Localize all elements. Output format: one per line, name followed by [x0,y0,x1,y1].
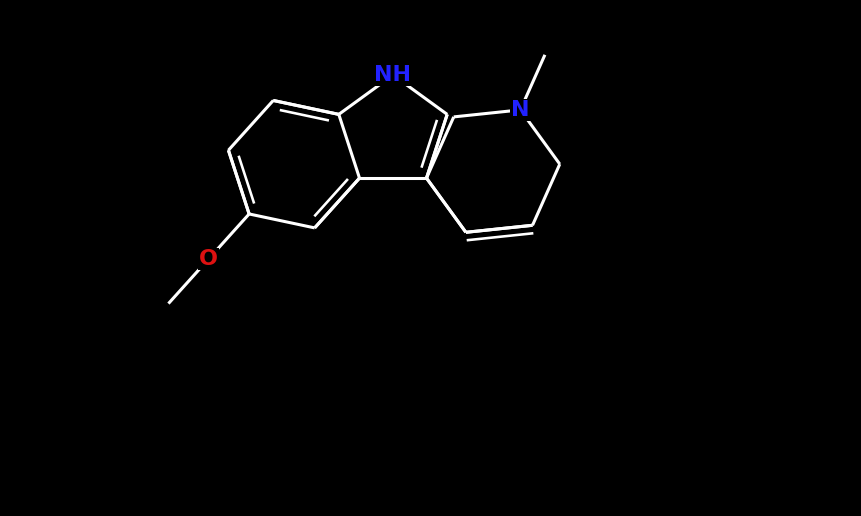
Text: NH: NH [374,65,411,85]
Text: N: N [511,100,529,120]
Text: O: O [199,249,218,269]
